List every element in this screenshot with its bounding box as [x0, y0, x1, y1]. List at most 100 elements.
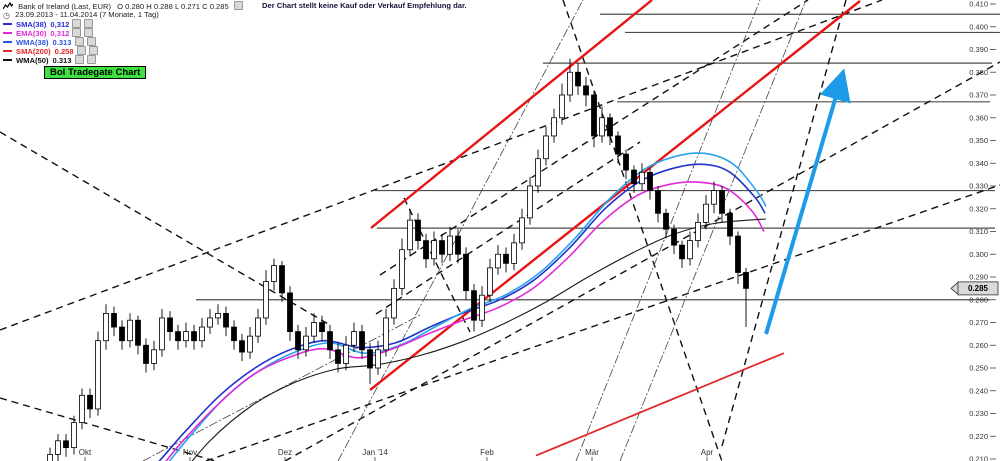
- candle[interactable]: [503, 253, 509, 264]
- candle[interactable]: [47, 454, 53, 461]
- candle[interactable]: [239, 340, 245, 353]
- candle[interactable]: [351, 331, 357, 346]
- candle[interactable]: [687, 240, 693, 260]
- indicator-settings-button[interactable]: [74, 55, 84, 64]
- candle[interactable]: [559, 94, 565, 119]
- red-trend-line[interactable]: [370, 0, 653, 229]
- candle[interactable]: [375, 349, 381, 369]
- fan-line[interactable]: [337, 0, 584, 461]
- candle[interactable]: [87, 394, 93, 410]
- candle[interactable]: [231, 326, 237, 342]
- candle[interactable]: [487, 267, 493, 296]
- candle[interactable]: [223, 312, 229, 328]
- candle[interactable]: [583, 85, 589, 96]
- candle[interactable]: [535, 158, 541, 187]
- dashed-trend-line[interactable]: [284, 61, 1000, 461]
- candle[interactable]: [359, 331, 365, 351]
- candle[interactable]: [135, 319, 141, 346]
- candle[interactable]: [591, 94, 597, 137]
- candle[interactable]: [367, 349, 373, 369]
- dashed-trend-line[interactable]: [375, 141, 641, 315]
- candle[interactable]: [151, 349, 157, 364]
- candle[interactable]: [439, 240, 445, 255]
- ma-line-sma200[interactable]: [535, 352, 785, 457]
- candle[interactable]: [55, 440, 61, 455]
- candle[interactable]: [695, 221, 701, 241]
- candle[interactable]: [655, 190, 661, 214]
- candle[interactable]: [167, 317, 173, 333]
- candle[interactable]: [399, 249, 405, 289]
- fan-line[interactable]: [619, 0, 807, 461]
- candle[interactable]: [383, 317, 389, 351]
- indicator-settings-button[interactable]: [72, 28, 82, 37]
- candle[interactable]: [679, 244, 685, 260]
- indicator-settings-button[interactable]: [76, 46, 86, 55]
- dashed-trend-line[interactable]: [721, 0, 847, 447]
- candle[interactable]: [319, 322, 325, 333]
- candle[interactable]: [495, 253, 501, 269]
- candle[interactable]: [599, 117, 605, 137]
- candle[interactable]: [199, 326, 205, 342]
- indicator-remove-button[interactable]: [84, 19, 94, 28]
- indicator-remove-button[interactable]: [86, 55, 96, 64]
- candle[interactable]: [631, 169, 637, 185]
- candle[interactable]: [719, 190, 725, 214]
- candle[interactable]: [175, 331, 181, 342]
- candle[interactable]: [623, 153, 629, 171]
- indicator-remove-button[interactable]: [84, 28, 94, 37]
- ma-line-sma38[interactable]: [118, 163, 766, 461]
- candle[interactable]: [711, 190, 717, 205]
- candle[interactable]: [727, 212, 733, 237]
- dashed-trend-line[interactable]: [0, 397, 216, 461]
- indicator-settings-button[interactable]: [72, 19, 82, 28]
- candle[interactable]: [415, 219, 421, 242]
- indicator-remove-button[interactable]: [86, 37, 96, 46]
- candle[interactable]: [103, 312, 109, 342]
- candle[interactable]: [543, 135, 549, 160]
- candle[interactable]: [455, 235, 461, 255]
- candle[interactable]: [111, 312, 117, 328]
- candle[interactable]: [215, 312, 221, 319]
- candle[interactable]: [119, 326, 125, 342]
- candle[interactable]: [743, 272, 749, 289]
- candle[interactable]: [471, 290, 477, 321]
- candle[interactable]: [63, 440, 69, 449]
- candle[interactable]: [607, 117, 613, 137]
- ma-line-wma50[interactable]: [168, 218, 767, 461]
- candle[interactable]: [263, 281, 269, 319]
- projection-arrow[interactable]: [764, 68, 851, 335]
- dashed-trend-line[interactable]: [403, 197, 471, 333]
- candle[interactable]: [71, 422, 77, 449]
- candle[interactable]: [551, 117, 557, 137]
- candle[interactable]: [279, 265, 285, 294]
- dashed-trend-line[interactable]: [205, 184, 1000, 461]
- candle[interactable]: [335, 349, 341, 364]
- ma-line-ema30[interactable]: [115, 181, 765, 461]
- candle[interactable]: [207, 317, 213, 328]
- candle[interactable]: [735, 235, 741, 273]
- candle[interactable]: [567, 71, 573, 96]
- indicator-remove-button[interactable]: [88, 46, 98, 55]
- candle[interactable]: [447, 235, 453, 255]
- red-trend-line[interactable]: [369, 0, 861, 391]
- candle[interactable]: [287, 292, 293, 332]
- candle[interactable]: [703, 203, 709, 223]
- candle[interactable]: [407, 219, 413, 251]
- candle[interactable]: [423, 240, 429, 260]
- candle[interactable]: [519, 217, 525, 244]
- candle[interactable]: [615, 135, 621, 155]
- candle[interactable]: [183, 331, 189, 342]
- dashed-trend-line[interactable]: [0, 131, 331, 326]
- candle[interactable]: [271, 265, 277, 282]
- series-settings-button[interactable]: [233, 1, 243, 10]
- candle[interactable]: [575, 71, 581, 87]
- candle[interactable]: [255, 317, 261, 337]
- dashed-trend-line[interactable]: [562, 0, 737, 461]
- candle[interactable]: [639, 171, 645, 185]
- candle[interactable]: [127, 319, 133, 342]
- indicator-settings-button[interactable]: [74, 37, 84, 46]
- candle[interactable]: [79, 394, 85, 423]
- candle[interactable]: [431, 240, 437, 260]
- candle[interactable]: [647, 171, 653, 191]
